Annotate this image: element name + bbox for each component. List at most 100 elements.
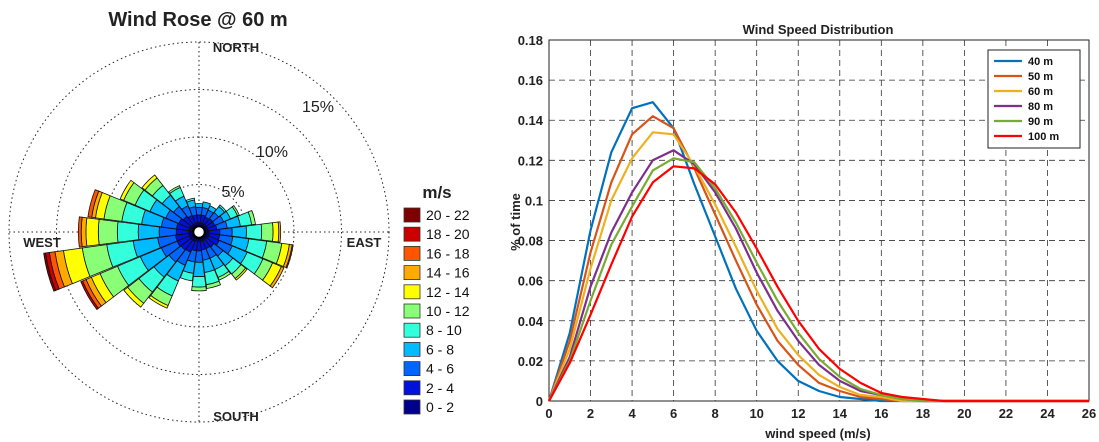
sector-75-bin-5 — [247, 209, 256, 226]
legend-swatch-3 — [403, 265, 421, 281]
wind-rose-legend-title: m/s — [422, 183, 451, 202]
legend-swatch-6 — [403, 322, 421, 338]
radial-circle-outer — [8, 41, 390, 423]
x-tick-label: 4 — [628, 406, 636, 421]
radial-circle-2 — [56, 89, 342, 375]
sector-180-bin-4 — [191, 275, 207, 288]
plot-frame — [548, 39, 1090, 402]
wind-rose-sectors — [43, 174, 294, 311]
sector-270-bin-4 — [116, 221, 140, 243]
sector-90-bin-5 — [260, 222, 274, 242]
legend-swatch-7 — [403, 341, 421, 357]
x-tick-label: 6 — [670, 406, 677, 421]
legend-swatch-2 — [403, 245, 421, 261]
legend-label-1: 18 - 20 — [426, 226, 470, 242]
series-line-100m — [548, 165, 1089, 403]
legend-label-0: 20 - 22 — [426, 207, 470, 223]
y-tick-label: 0.02 — [518, 354, 543, 369]
sector-150-bin-5 — [217, 270, 232, 281]
sector-210-bin-6 — [148, 295, 169, 309]
x-tick-label: 26 — [1082, 406, 1096, 421]
legend-entry-5: 100 m — [1028, 131, 1059, 143]
x-tick-label: 16 — [874, 406, 888, 421]
radial-label-15: 15% — [302, 99, 334, 116]
legend-label-2: 16 - 18 — [426, 245, 470, 261]
legend-label-7: 6 - 8 — [426, 341, 454, 357]
line-chart-title: Wind Speed Distribution — [743, 22, 894, 37]
direction-label-north: NORTH — [213, 40, 259, 55]
direction-label-east: EAST — [347, 235, 382, 250]
x-tick-label: 20 — [957, 406, 971, 421]
legend-label-10: 0 - 2 — [426, 399, 454, 415]
legend-entry-1: 50 m — [1028, 71, 1053, 83]
sector-195-bin-4 — [179, 270, 194, 282]
x-tick-label: 22 — [999, 406, 1013, 421]
sector-0-bin-3 — [194, 203, 204, 208]
legend-label-5: 10 - 12 — [426, 303, 470, 319]
x-tick-label: 2 — [587, 406, 594, 421]
line-chart-ticks: 0 2 4 6 8 10 12 14 16 18 20 22 24 2600.020.040.060.08… — [518, 33, 1097, 421]
legend-label-9: 2 - 4 — [426, 380, 454, 396]
x-tick-label: 10 — [749, 406, 763, 421]
sector-180-bin-5 — [191, 286, 207, 292]
sector-180-bin-3 — [192, 261, 206, 278]
wind-rose-center — [191, 224, 207, 240]
sector-120-bin-7 — [269, 266, 285, 289]
sector-90-bin-6 — [272, 221, 280, 243]
sector-90-bin-7 — [277, 221, 282, 243]
x-tick-label: 24 — [1040, 406, 1055, 421]
legend-entry-4: 90 m — [1028, 116, 1053, 128]
y-tick-label: 0.08 — [518, 234, 543, 249]
wind-rose-labels: NORTH EAST SOUTH WEST 5% 10% 15% — [23, 40, 381, 424]
y-tick-label: 0.1 — [525, 193, 543, 208]
line-chart-series — [547, 101, 1089, 403]
x-tick-label: 18 — [916, 406, 930, 421]
direction-label-south: SOUTH — [213, 409, 259, 424]
sector-240-bin-9 — [80, 280, 99, 311]
legend-entry-2: 60 m — [1028, 86, 1053, 98]
x-tick-label: 0 — [545, 406, 552, 421]
legend-swatch-0 — [403, 207, 421, 223]
legend-entry-0: 40 m — [1028, 56, 1053, 68]
series-line-80m — [548, 149, 1089, 403]
sector-90-bin-4 — [245, 223, 263, 241]
sector-285-bin-8 — [87, 189, 100, 218]
sector-225-bin-6 — [123, 286, 145, 308]
legend-swatch-1 — [403, 226, 421, 242]
legend-label-4: 12 - 14 — [426, 284, 470, 300]
x-tick-label: 8 — [712, 406, 719, 421]
legend-swatch-5 — [403, 303, 421, 319]
legend-box — [987, 49, 1081, 149]
sector-90-bin-3 — [231, 225, 247, 239]
sector-345-bin-4 — [185, 197, 196, 203]
legend-label-3: 14 - 16 — [426, 265, 470, 281]
sector-315-bin-6 — [141, 174, 158, 191]
sector-105-bin-8 — [285, 244, 294, 269]
y-tick-label: 0.16 — [518, 73, 543, 88]
line-chart-legend: 40 m 50 m 60 m 80 m 90 m 100 m — [987, 49, 1081, 149]
y-tick-label: 0 — [536, 394, 543, 409]
sector-165-bin-5 — [205, 280, 222, 289]
sector-270-bin-3 — [137, 223, 160, 241]
y-tick-label: 0.14 — [518, 113, 544, 128]
x-tick-label: 12 — [791, 406, 805, 421]
legend-swatch-8 — [403, 361, 421, 377]
sector-135-bin-6 — [234, 267, 248, 281]
sector-60-bin-5 — [231, 205, 240, 217]
direction-label-west: WEST — [23, 235, 61, 250]
sector-255-bin-10 — [43, 252, 57, 292]
y-tick-label: 0.12 — [518, 153, 543, 168]
sector-270-bin-5 — [97, 218, 119, 246]
legend-swatch-4 — [403, 284, 421, 300]
sector-300-bin-6 — [119, 179, 135, 201]
wind-rose-title: Wind Rose @ 60 m — [108, 9, 287, 31]
sector-330-bin-5 — [167, 185, 181, 194]
radial-label-5: 5% — [221, 184, 244, 201]
y-tick-label: 0.04 — [518, 314, 544, 329]
legend-label-6: 8 - 10 — [426, 322, 462, 338]
legend-swatch-9 — [403, 380, 421, 396]
x-axis-label: wind speed (m/s) — [764, 426, 870, 441]
sector-270-bin-6 — [85, 217, 100, 247]
legend-swatch-10 — [403, 399, 421, 415]
